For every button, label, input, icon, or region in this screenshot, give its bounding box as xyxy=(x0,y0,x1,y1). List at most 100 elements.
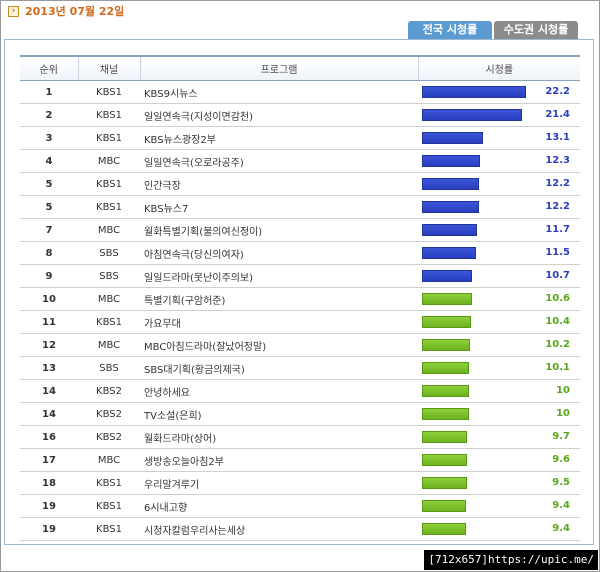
table-row: 7 MBC 월화특별기획(불의여신정이) 11.7 xyxy=(20,218,580,242)
program-cell[interactable]: 아침연속극(당신의여자) xyxy=(140,241,418,265)
program-cell[interactable]: KBS뉴스7 xyxy=(140,195,418,219)
program-cell[interactable]: 6시내고향 xyxy=(140,494,418,518)
rank-cell: 14 xyxy=(20,402,78,426)
rating-value: 12.2 xyxy=(545,178,570,189)
channel-cell: KBS2 xyxy=(78,379,140,403)
rating-cell: 9.4 xyxy=(418,494,580,518)
rank-cell: 13 xyxy=(20,356,78,380)
ratings-panel xyxy=(4,39,594,545)
rating-bar xyxy=(422,500,466,512)
program-cell[interactable]: 일일연속극(오로라공주) xyxy=(140,149,418,173)
rating-cell: 10.6 xyxy=(418,287,580,311)
rating-bar xyxy=(422,201,479,213)
rating-value: 12.2 xyxy=(545,201,570,212)
program-cell[interactable]: TV소설(은희) xyxy=(140,402,418,426)
rating-cell: 12.3 xyxy=(418,149,580,173)
rating-bar xyxy=(422,224,477,236)
rating-bar xyxy=(422,247,476,259)
rank-cell: 7 xyxy=(20,218,78,242)
channel-cell: KBS1 xyxy=(78,517,140,541)
channel-cell: KBS2 xyxy=(78,425,140,449)
channel-cell: KBS1 xyxy=(78,494,140,518)
rank-cell: 16 xyxy=(20,425,78,449)
rating-cell: 11.5 xyxy=(418,241,580,265)
rating-value: 10.2 xyxy=(545,339,570,350)
rating-cell: 10.7 xyxy=(418,264,580,288)
ratings-table: 순위 채널 프로그램 시청률 1 KBS1 KBS9시뉴스 22.2 2 KBS1 일일연속… xyxy=(20,55,580,541)
rank-cell: 19 xyxy=(20,517,78,541)
rating-bar xyxy=(422,270,472,282)
rating-cell: 22.2 xyxy=(418,80,580,104)
header-rank: 순위 xyxy=(20,55,78,81)
rating-cell: 10.4 xyxy=(418,310,580,334)
rating-value: 22.2 xyxy=(545,86,570,97)
rank-cell: 3 xyxy=(20,126,78,150)
rating-bar xyxy=(422,408,469,420)
program-cell[interactable]: 월화특별기획(불의여신정이) xyxy=(140,218,418,242)
rating-bar xyxy=(422,109,522,121)
rating-cell: 10 xyxy=(418,379,580,403)
rank-cell: 14 xyxy=(20,379,78,403)
rating-cell: 10.1 xyxy=(418,356,580,380)
table-row: 19 KBS1 6시내고향 9.4 xyxy=(20,494,580,518)
rank-cell: 10 xyxy=(20,287,78,311)
rating-cell: 9.7 xyxy=(418,425,580,449)
rating-cell: 9.6 xyxy=(418,448,580,472)
rank-cell: 5 xyxy=(20,195,78,219)
table-row: 3 KBS1 KBS뉴스광장2부 13.1 xyxy=(20,126,580,150)
program-cell[interactable]: 시청자칼럼우리사는세상 xyxy=(140,517,418,541)
rating-value: 13.1 xyxy=(545,132,570,143)
date-header: › 2013년 07월 22일 xyxy=(8,4,124,18)
arrow-right-icon: › xyxy=(8,5,19,17)
rating-cell: 12.2 xyxy=(418,195,580,219)
rating-cell: 21.4 xyxy=(418,103,580,127)
rank-cell: 1 xyxy=(20,80,78,104)
rating-value: 10.4 xyxy=(545,316,570,327)
table-row: 19 KBS1 시청자칼럼우리사는세상 9.4 xyxy=(20,517,580,541)
rank-cell: 9 xyxy=(20,264,78,288)
rating-cell: 11.7 xyxy=(418,218,580,242)
program-cell[interactable]: MBC아침드라마(잘났어정말) xyxy=(140,333,418,357)
rating-value: 11.7 xyxy=(545,224,570,235)
program-cell[interactable]: 월화드라마(상어) xyxy=(140,425,418,449)
rating-bar xyxy=(422,362,469,374)
header-channel: 채널 xyxy=(77,55,140,81)
program-cell[interactable]: 가요무대 xyxy=(140,310,418,334)
rating-bar xyxy=(422,178,479,190)
program-cell[interactable]: 안녕하세요 xyxy=(140,379,418,403)
rating-bar xyxy=(422,86,526,98)
tab-capital-rating[interactable]: 수도권 시청률 xyxy=(494,21,578,39)
table-row: 8 SBS 아침연속극(당신의여자) 11.5 xyxy=(20,241,580,265)
program-cell[interactable]: SBS대기획(황금의제국) xyxy=(140,356,418,380)
program-cell[interactable]: KBS뉴스광장2부 xyxy=(140,126,418,150)
program-cell[interactable]: 우리말겨루기 xyxy=(140,471,418,495)
program-cell[interactable]: KBS9시뉴스 xyxy=(140,80,418,104)
channel-cell: KBS1 xyxy=(78,80,140,104)
table-row: 4 MBC 일일연속극(오로라공주) 12.3 xyxy=(20,149,580,173)
program-cell[interactable]: 일일드라마(못난이주의보) xyxy=(140,264,418,288)
rating-cell: 13.1 xyxy=(418,126,580,150)
table-row: 13 SBS SBS대기획(황금의제국) 10.1 xyxy=(20,356,580,380)
rating-value: 11.5 xyxy=(545,247,570,258)
date-label: 2013년 07월 22일 xyxy=(25,5,125,18)
rating-value: 9.4 xyxy=(552,500,570,511)
program-cell[interactable]: 인간극장 xyxy=(140,172,418,196)
rating-value: 10 xyxy=(556,385,570,396)
channel-cell: KBS2 xyxy=(78,402,140,426)
program-cell[interactable]: 특별기획(구암허준) xyxy=(140,287,418,311)
table-row: 9 SBS 일일드라마(못난이주의보) 10.7 xyxy=(20,264,580,288)
tab-national-rating[interactable]: 전국 시청률 xyxy=(408,21,492,39)
rating-cell: 10 xyxy=(418,402,580,426)
rank-cell: 18 xyxy=(20,471,78,495)
header-program: 프로그램 xyxy=(139,55,418,81)
channel-cell: SBS xyxy=(78,241,140,265)
rating-bar xyxy=(422,293,472,305)
table-row: 17 MBC 생방송오늘아침2부 9.6 xyxy=(20,448,580,472)
program-cell[interactable]: 일일연속극(지성이면감천) xyxy=(140,103,418,127)
channel-cell: MBC xyxy=(78,287,140,311)
program-cell[interactable]: 생방송오늘아침2부 xyxy=(140,448,418,472)
table-row: 2 KBS1 일일연속극(지성이면감천) 21.4 xyxy=(20,103,580,127)
rating-bar xyxy=(422,454,467,466)
table-row: 5 KBS1 인간극장 12.2 xyxy=(20,172,580,196)
header-rating: 시청률 xyxy=(417,55,580,81)
